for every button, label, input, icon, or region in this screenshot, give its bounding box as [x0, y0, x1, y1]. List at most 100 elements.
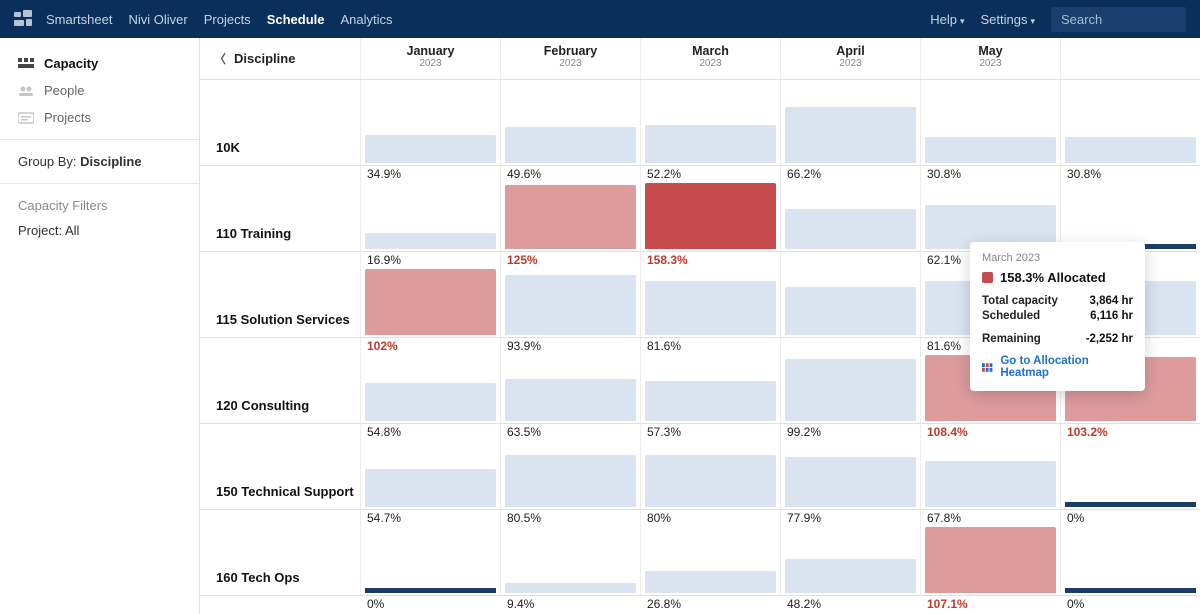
- row-label: 120 Consulting: [200, 338, 360, 423]
- help-menu[interactable]: Help▾: [930, 12, 964, 27]
- month-year: 2023: [501, 58, 640, 69]
- capacity-cell[interactable]: 62.1%: [920, 166, 1060, 251]
- capacity-bar: [645, 183, 776, 249]
- month-column: [1060, 38, 1200, 79]
- topbar: Smartsheet Nivi Oliver Projects Schedule…: [0, 0, 1200, 38]
- capacity-bar: [365, 383, 496, 421]
- capacity-bar: [365, 135, 496, 163]
- month-column: March2023: [640, 38, 780, 79]
- capacity-bar: [785, 457, 916, 507]
- capacity-cell[interactable]: 48.2%: [780, 510, 920, 595]
- capacity-cell[interactable]: 0%: [360, 510, 500, 595]
- capacity-cell[interactable]: 67.8%: [920, 424, 1060, 509]
- percent-label: 0%: [1067, 597, 1084, 611]
- month-column: January2023: [360, 38, 500, 79]
- month-name: February: [501, 44, 640, 58]
- project-filter[interactable]: Project: All: [0, 219, 199, 242]
- month-name: March: [641, 44, 780, 58]
- capacity-cell[interactable]: 102%: [360, 252, 500, 337]
- capacity-cell[interactable]: 93.9%: [500, 252, 640, 337]
- capacity-cell[interactable]: 77.9%: [780, 424, 920, 509]
- capacity-cell[interactable]: [780, 166, 920, 251]
- capacity-cell[interactable]: 125%: [500, 166, 640, 251]
- tooltip-remaining: Remaining-2,252 hr: [982, 333, 1133, 345]
- capacity-cell[interactable]: 107.1%: [920, 510, 1060, 595]
- capacity-cell[interactable]: 80%: [640, 424, 780, 509]
- capacity-cell[interactable]: 54.8%: [360, 338, 500, 423]
- capacity-bar: [925, 527, 1056, 593]
- settings-menu[interactable]: Settings▾: [980, 12, 1035, 27]
- capacity-cell[interactable]: 54.7%: [360, 424, 500, 509]
- nav-schedule[interactable]: Schedule: [267, 12, 325, 27]
- tooltip-month: March 2023: [982, 252, 1133, 264]
- capacity-bar: [505, 275, 636, 335]
- nav-analytics[interactable]: Analytics: [340, 12, 392, 27]
- go-to-heatmap-link[interactable]: Go to Allocation Heatmap: [982, 355, 1133, 379]
- capacity-cell[interactable]: 26.8%: [640, 510, 780, 595]
- nav-projects[interactable]: Projects: [204, 12, 251, 27]
- capacity-cell[interactable]: 63.5%: [500, 338, 640, 423]
- sidebar-item-label: People: [44, 83, 84, 98]
- capacity-bar: [785, 107, 916, 163]
- capacity-cell[interactable]: 66.2%: [780, 80, 920, 165]
- projects-icon: [18, 112, 34, 124]
- capacity-cell[interactable]: 57.3%: [640, 338, 780, 423]
- capacity-bar: [645, 381, 776, 421]
- sidebar: Capacity People Projects Group By: Disci…: [0, 38, 200, 614]
- month-column: February2023: [500, 38, 640, 79]
- discipline-row: 10K34.9%49.6%52.2%66.2%30.8%30.8%: [200, 80, 1200, 166]
- capacity-cell[interactable]: 81.6%: [640, 252, 780, 337]
- capacity-cell[interactable]: 9.4%: [500, 510, 640, 595]
- chevron-left-icon[interactable]: 〈: [214, 50, 226, 67]
- capacity-cell[interactable]: 30.8%: [920, 80, 1060, 165]
- discipline-row: 110 Training16.9%125%158.3%62.1%0%: [200, 166, 1200, 252]
- percent-label: 26.8%: [647, 597, 681, 611]
- discipline-row: 150 Technical Support54.7%80.5%80%77.9%6…: [200, 424, 1200, 510]
- capacity-cell[interactable]: 158.3%: [640, 166, 780, 251]
- capacity-bar: [505, 455, 636, 507]
- capacity-bar: [505, 583, 636, 593]
- search-input[interactable]: [1051, 7, 1186, 32]
- capacity-cell[interactable]: 99.2%: [780, 338, 920, 423]
- capacity-bar: [785, 359, 916, 421]
- capacity-cell[interactable]: 0%: [1060, 166, 1200, 251]
- months-header: January2023February2023March2023April202…: [360, 38, 1200, 79]
- capacity-cell[interactable]: 0%: [1060, 510, 1200, 595]
- month-name: January: [361, 44, 500, 58]
- capacity-bar: [1065, 502, 1196, 507]
- sidebar-item-capacity[interactable]: Capacity: [0, 50, 199, 77]
- capacity-cell[interactable]: 52.2%: [640, 80, 780, 165]
- month-column: April2023: [780, 38, 920, 79]
- capacity-bar: [365, 588, 496, 593]
- capacity-cell[interactable]: 80.5%: [500, 424, 640, 509]
- capacity-cell[interactable]: 30.8%: [1060, 80, 1200, 165]
- capacity-bar: [365, 469, 496, 507]
- capacity-bar: [645, 571, 776, 593]
- capacity-bar: [505, 185, 636, 249]
- group-by[interactable]: Group By: Discipline: [0, 148, 199, 175]
- app-logo-icon: [14, 10, 32, 28]
- sidebar-item-label: Capacity: [44, 56, 98, 71]
- capacity-bar: [1065, 588, 1196, 593]
- capacity-bar: [645, 281, 776, 335]
- row-label: 115 Solution Services: [200, 252, 360, 337]
- capacity-bar: [785, 209, 916, 249]
- tooltip-scheduled: Scheduled6,116 hr: [982, 310, 1133, 322]
- sidebar-item-projects[interactable]: Projects: [0, 104, 199, 131]
- month-year: 2023: [921, 58, 1060, 69]
- user-link[interactable]: Nivi Oliver: [128, 12, 187, 27]
- capacity-cell[interactable]: 34.9%: [360, 80, 500, 165]
- capacity-filters-label: Capacity Filters: [0, 192, 199, 219]
- brand-link[interactable]: Smartsheet: [46, 12, 112, 27]
- main: Capacity People Projects Group By: Disci…: [0, 38, 1200, 614]
- capacity-bar: [505, 127, 636, 163]
- capacity-cell[interactable]: 16.9%: [360, 166, 500, 251]
- capacity-cell[interactable]: 49.6%: [500, 80, 640, 165]
- heatmap-icon: [982, 363, 993, 372]
- capacity-icon: [18, 58, 34, 70]
- capacity-cell[interactable]: [780, 252, 920, 337]
- discipline-header: 〈 Discipline: [200, 38, 360, 79]
- sidebar-item-people[interactable]: People: [0, 77, 199, 104]
- capacity-bar: [505, 379, 636, 421]
- capacity-cell[interactable]: 0%: [1060, 424, 1200, 509]
